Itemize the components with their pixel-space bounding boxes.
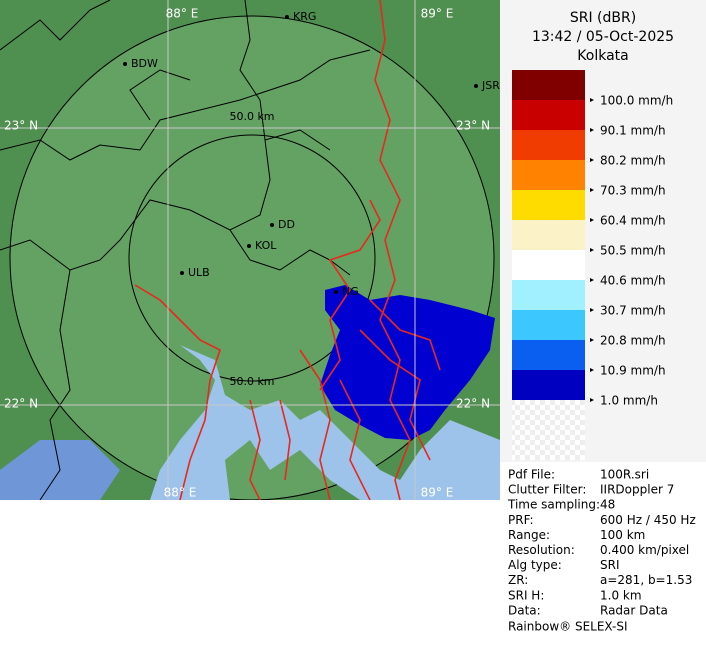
city-label: BDW (131, 57, 158, 70)
legend-swatch (512, 280, 585, 310)
grid-label: 89° E (421, 486, 454, 500)
city-label: JSR (481, 79, 500, 92)
city-label: KOL (255, 239, 277, 252)
legend-swatch (512, 310, 585, 340)
city-label: KRG (293, 10, 316, 23)
legend-marker (590, 248, 594, 252)
info-key: SRI H: (508, 588, 544, 602)
legend-swatch (512, 190, 585, 220)
legend-label: 20.8 mm/h (600, 334, 666, 348)
info-value: a=281, b=1.53 (600, 573, 692, 587)
legend-label: 70.3 mm/h (600, 184, 666, 198)
legend-marker (590, 368, 594, 372)
info-key: Pdf File: (508, 468, 555, 482)
legend-swatch (512, 130, 585, 160)
grid-label: 22° N (456, 397, 490, 411)
legend-label: 1.0 mm/h (600, 394, 658, 408)
info-value: 100R.sri (600, 468, 649, 482)
legend-swatch (512, 340, 585, 370)
panel-time: 13:42 / 05-Oct-2025 (532, 29, 674, 45)
info-key: Clutter Filter: (508, 483, 586, 497)
info-value: Radar Data (600, 603, 668, 617)
info-value: 100 km (600, 528, 645, 542)
info-table: Pdf File: 100R.sri Clutter Filter: IIRDoppl… (507, 468, 696, 618)
info-key: ZR: (508, 573, 528, 587)
legend-marker (590, 278, 594, 282)
panel-site: Kolkata (577, 48, 628, 64)
info-value: 600 Hz / 450 Hz (600, 513, 696, 527)
legend-swatch (512, 100, 585, 130)
legend-marker (590, 338, 594, 342)
city-label: ULB (188, 266, 210, 279)
info-key: Range: (508, 528, 550, 542)
panel-title: SRI (dBR) (570, 10, 636, 26)
legend-swatch (512, 220, 585, 250)
legend-marker (590, 188, 594, 192)
legend-label: 40.6 mm/h (600, 274, 666, 288)
legend-swatch (512, 370, 585, 400)
info-key: Alg type: (508, 558, 562, 572)
grid-label: 22° N (4, 397, 38, 411)
info-key: Time sampling: (507, 498, 600, 512)
info-key: Data: (508, 603, 541, 617)
grid-label: 88° E (164, 486, 197, 500)
info-value: 1.0 km (600, 588, 642, 602)
legend-label: 10.9 mm/h (600, 364, 666, 378)
grid-label: 23° N (4, 119, 38, 133)
legend-marker (590, 98, 594, 102)
range-label: 50.0 km (229, 110, 274, 123)
legend-swatch (512, 250, 585, 280)
info-value: IIRDoppler 7 (600, 483, 674, 497)
legend-label: 30.7 mm/h (600, 304, 666, 318)
legend-label: 60.4 mm/h (600, 214, 666, 228)
map: 88° E 89° E 23° N 23° N 22° N 22° N 88° … (0, 0, 500, 500)
legend-label: 100.0 mm/h (600, 94, 673, 108)
legend-marker (590, 128, 594, 132)
legend-marker (590, 158, 594, 162)
legend-marker (590, 308, 594, 312)
info-value: 0.400 km/pixel (600, 543, 689, 557)
footer: Rainbow® SELEX-SI (508, 620, 628, 634)
legend-marker (590, 218, 594, 222)
legend-label: 80.2 mm/h (600, 154, 666, 168)
legend: 100.0 mm/h 90.1 mm/h 80.2 mm/h 70.3 mm/h 60.… (512, 70, 673, 408)
city-label: DD (278, 218, 295, 231)
legend-swatch (512, 160, 585, 190)
grid-label: 23° N (456, 119, 490, 133)
no-data-swatch (512, 400, 585, 460)
grid-label: 88° E (166, 7, 199, 21)
info-value: SRI (600, 558, 620, 572)
legend-swatch (512, 70, 585, 100)
info-value: 48 (600, 498, 615, 512)
info-key: Resolution: (508, 543, 575, 557)
range-label: 50.0 km (229, 375, 274, 388)
legend-label: 50.5 mm/h (600, 244, 666, 258)
city-label: NG (342, 285, 359, 298)
legend-marker (590, 398, 594, 402)
grid-label: 89° E (421, 7, 454, 21)
info-key: PRF: (508, 513, 534, 527)
legend-label: 90.1 mm/h (600, 124, 666, 138)
